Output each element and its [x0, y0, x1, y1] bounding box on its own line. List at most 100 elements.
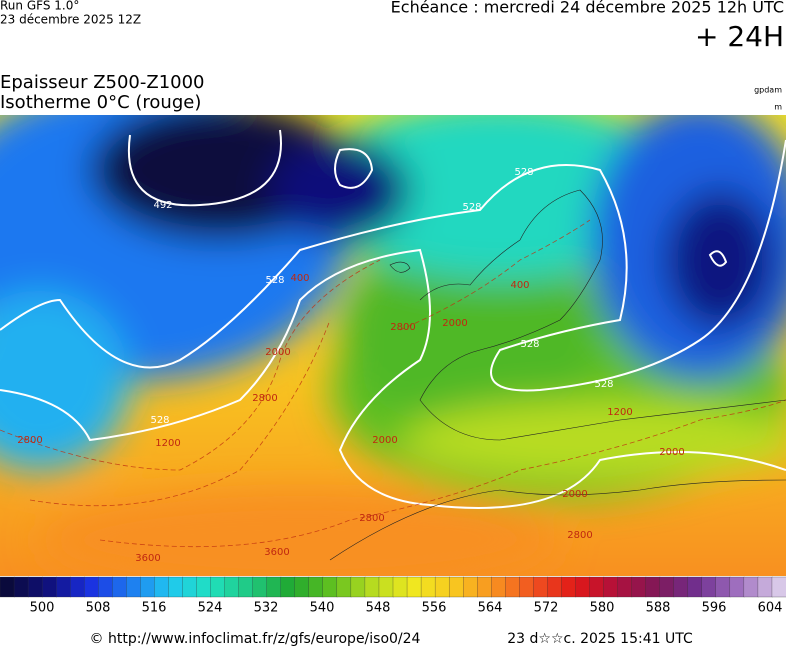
colorbar-swatch: [575, 576, 591, 598]
colorbar-swatch: [266, 576, 282, 598]
colorbar-swatch: [98, 576, 113, 598]
contour-label: 2000: [442, 318, 467, 329]
colorbar-swatch: [252, 576, 268, 598]
colorbar-swatch: [645, 576, 661, 598]
contour-label: 528: [462, 202, 481, 213]
colorbar-label: 508: [86, 601, 111, 616]
contour-label: 3600: [264, 547, 289, 558]
colorbar-swatch: [491, 576, 506, 598]
colorbar-swatch: [477, 576, 492, 598]
contour-label: 2800: [17, 435, 42, 446]
colorbar-label: 572: [534, 601, 559, 616]
contour-label: 3600: [135, 553, 160, 564]
colorbar-label: 500: [30, 601, 55, 616]
colorbar-swatch: [589, 576, 605, 598]
run-date: 23 décembre 2025 12Z: [0, 13, 141, 27]
contour-label: 2800: [252, 393, 277, 404]
colorbar-label: 596: [702, 601, 727, 616]
colorbar-swatch: [112, 576, 127, 598]
lead-time: + 24H: [695, 20, 784, 53]
colorbar-swatch: [280, 576, 296, 598]
contour-label: 528: [265, 275, 284, 286]
colorbar-label: 588: [646, 601, 671, 616]
colorbar-swatch: [70, 576, 85, 598]
colorbar-swatch: [336, 576, 352, 598]
colorbar-swatch: [463, 576, 478, 598]
colorbar-swatch: [84, 576, 99, 598]
echeance: Echéance : mercredi 24 décembre 2025 12h…: [391, 0, 784, 17]
colorbar-swatch: [448, 576, 464, 598]
colorbar-swatch: [140, 576, 156, 598]
colorbar-swatch: [238, 576, 254, 598]
colorbar-label: 564: [478, 601, 503, 616]
contour-label: 2000: [659, 447, 684, 458]
colorbar-swatch: [771, 576, 786, 598]
colorbar: 500 508 516 524 532 540 548 556 564 572 580 588 596 6…: [0, 576, 786, 616]
colorbar-swatch: [154, 576, 170, 598]
contour-label: 1200: [155, 438, 180, 449]
unit-gpdam: gpdam: [754, 86, 782, 95]
run-label: Run GFS 1.0°: [0, 0, 79, 13]
colorbar-swatch: [743, 576, 759, 598]
contour-label: 400: [290, 273, 309, 284]
contour-label: 2800: [567, 530, 592, 541]
colorbar-swatch: [13, 576, 29, 598]
colorbar-swatch: [308, 576, 324, 598]
colorbar-swatch: [603, 576, 619, 598]
colorbar-swatch: [519, 576, 535, 598]
colorbar-label: 548: [366, 601, 391, 616]
colorbar-swatch: [0, 576, 15, 598]
footer-stamp: 23 d☆☆c. 2025 15:41 UTC: [507, 631, 693, 647]
contour-label: 2000: [562, 489, 587, 500]
colorbar-swatch: [126, 576, 142, 598]
contour-label: 2800: [390, 322, 415, 333]
title-line2: Isotherme 0°C (rouge): [0, 92, 201, 113]
contour-label: 1200: [607, 407, 632, 418]
colorbar-label: 604: [758, 601, 783, 616]
map: [0, 115, 786, 576]
colorbar-swatch: [168, 576, 184, 598]
colorbar-swatch: [673, 576, 689, 598]
contour-label: 2000: [372, 435, 397, 446]
colorbar-swatch: [350, 576, 366, 598]
colorbar-swatch: [757, 576, 773, 598]
colorbar-swatch: [729, 576, 745, 598]
contour-label: 528: [150, 415, 169, 426]
colorbar-swatch: [392, 576, 408, 598]
colorbar-swatch: [561, 576, 577, 598]
colorbar-label: 532: [254, 601, 279, 616]
colorbar-swatch: [196, 576, 212, 598]
colorbar-swatch: [715, 576, 731, 598]
colorbar-swatch: [322, 576, 338, 598]
colorbar-swatch: [617, 576, 633, 598]
colorbar-swatch: [27, 576, 43, 598]
contour-label: 528: [514, 167, 533, 178]
colorbar-label: 540: [310, 601, 335, 616]
colorbar-swatch: [701, 576, 717, 598]
colorbar-label: 580: [590, 601, 615, 616]
colorbar-swatch: [659, 576, 675, 598]
unit-m: m: [774, 103, 782, 112]
colorbar-swatch: [420, 576, 436, 598]
colorbar-swatch: [631, 576, 647, 598]
colorbar-swatch: [182, 576, 198, 598]
colorbar-swatch: [224, 576, 240, 598]
contour-label: 528: [594, 379, 613, 390]
colorbar-label: 556: [422, 601, 447, 616]
colorbar-swatch: [378, 576, 394, 598]
colorbar-swatch: [55, 576, 71, 598]
contour-label: 2800: [359, 513, 384, 524]
colorbar-swatch: [533, 576, 549, 598]
colorbar-swatch: [547, 576, 563, 598]
title-line1: Epaisseur Z500-Z1000: [0, 72, 205, 93]
colorbar-swatch: [294, 576, 310, 598]
contour-label: 400: [510, 280, 529, 291]
colorbar-swatch: [41, 576, 57, 598]
colorbar-label: 516: [142, 601, 167, 616]
footer-url: © http://www.infoclimat.fr/z/gfs/europe/…: [90, 631, 421, 647]
colorbar-label: 524: [198, 601, 223, 616]
colorbar-swatch: [210, 576, 226, 598]
contour-label: 492: [153, 200, 172, 211]
